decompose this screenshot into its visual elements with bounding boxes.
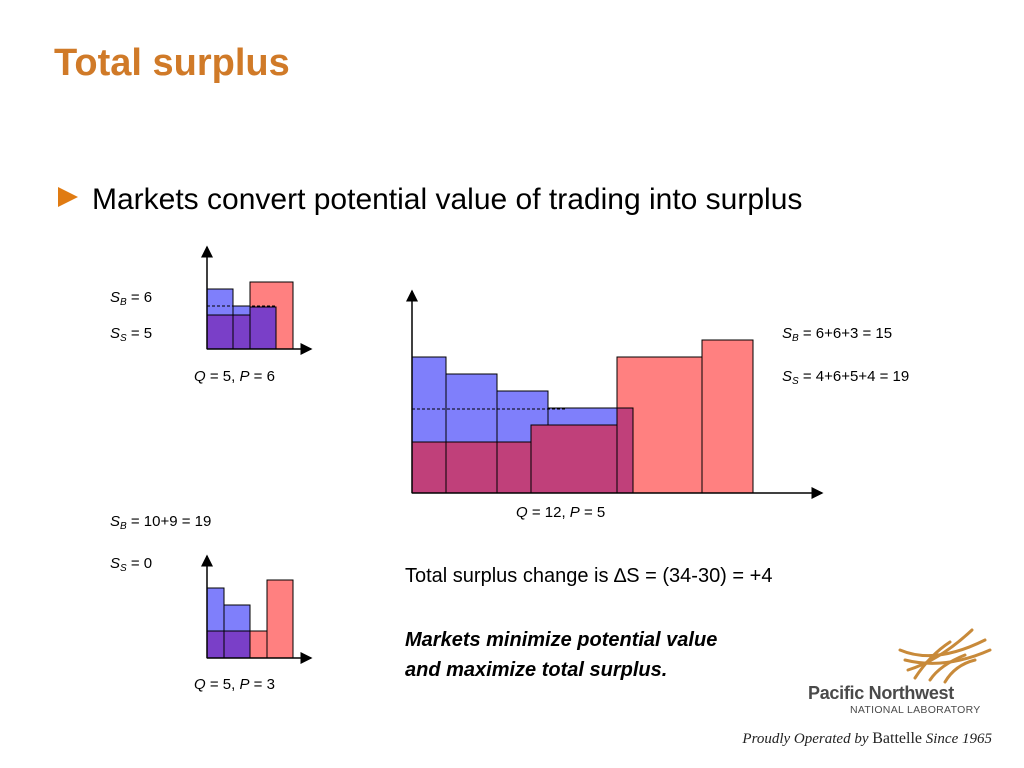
conclusion-line: and maximize total surplus. (405, 659, 668, 681)
overlap-area (249, 306, 277, 350)
logo-name: Pacific Northwest (808, 683, 954, 703)
overlap-area (232, 314, 251, 350)
top-left-quantity-price: Q = 5, P = 6 (194, 368, 275, 385)
center-seller-surplus: SS = 4+6+5+4 = 19 (782, 368, 910, 387)
overlap-area (411, 441, 447, 494)
chart-center (406, 289, 824, 499)
conclusion-line: Markets minimize potential value (405, 629, 718, 651)
chart-bottom-left (201, 554, 313, 664)
center-buyer-surplus: SB = 6+6+3 = 15 (782, 325, 893, 344)
pnnl-logo-icon (898, 628, 992, 684)
logo-tagline: Proudly Operated by Battelle Since 1965 (742, 730, 992, 747)
conclusion-text: Markets minimize potential value and max… (405, 625, 717, 685)
overlap-area (206, 314, 234, 350)
overlap-area (496, 441, 532, 494)
bullet-point: Markets convert potential value of tradi… (58, 183, 802, 217)
overlap-area (206, 630, 225, 659)
surplus-change-text: Total surplus change is ∆S = (34-30) = +… (405, 565, 773, 587)
bullet-text: Markets convert potential value of tradi… (92, 183, 803, 216)
logo-subtitle: NATIONAL LABORATORY (850, 704, 981, 716)
center-quantity-price: Q = 12, P = 5 (516, 504, 606, 521)
seller-bar (266, 579, 294, 659)
bullet-arrow-icon (58, 187, 78, 207)
overlap-area (445, 441, 498, 494)
page-title: Total surplus (54, 42, 290, 84)
seller-bar (701, 339, 754, 494)
bottom-left-seller-surplus: SS = 0 (110, 555, 153, 574)
top-left-seller-surplus: SS = 5 (110, 325, 153, 344)
overlap-area (223, 630, 251, 659)
seller-bar (249, 630, 268, 659)
overlap-area (530, 424, 618, 494)
overlap-area (616, 407, 634, 494)
chart-top-left (201, 245, 313, 355)
top-left-buyer-surplus: SB = 6 (110, 289, 153, 308)
bottom-left-buyer-surplus: SB = 10+9 = 19 (110, 513, 212, 532)
bottom-left-quantity-price: Q = 5, P = 3 (194, 676, 275, 693)
